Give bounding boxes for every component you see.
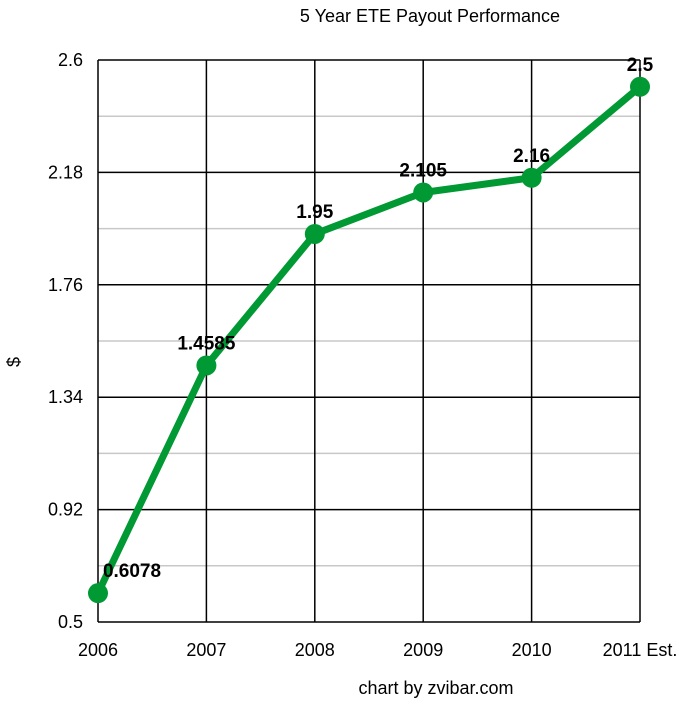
y-axis-label: $ [4, 357, 24, 367]
grid [97, 59, 641, 623]
data-point [196, 355, 217, 376]
x-tick-label: 2006 [78, 640, 118, 660]
data-label: 0.6078 [103, 561, 161, 582]
series [88, 76, 650, 604]
y-axis-ticks: 0.5 0.92 1.34 1.76 2.18 2.6 [48, 50, 83, 632]
x-tick-label: 2009 [403, 640, 443, 660]
chart-title: 5 Year ETE Payout Performance [300, 6, 560, 26]
x-tick-label: 2010 [512, 640, 552, 660]
data-point [88, 583, 108, 604]
data-point [413, 182, 434, 203]
y-tick-label: 1.34 [48, 387, 83, 407]
y-tick-label: 2.6 [58, 50, 83, 70]
y-tick-label: 0.5 [58, 612, 83, 632]
data-point [521, 167, 542, 188]
data-label: 2.5 [627, 55, 654, 76]
y-tick-label: 0.92 [48, 500, 83, 520]
x-tick-label: 2007 [186, 640, 226, 660]
data-label: 2.105 [399, 160, 447, 181]
chart-credit: chart by zvibar.com [358, 678, 513, 698]
x-axis-ticks: 2006 2007 2008 2009 2010 2011 Est. [78, 640, 677, 660]
data-point [630, 76, 650, 97]
x-tick-label: 2008 [295, 640, 335, 660]
data-point [304, 223, 325, 244]
y-tick-label: 2.18 [48, 162, 83, 182]
y-tick-label: 1.76 [48, 275, 83, 295]
x-tick-label: 2011 Est. [603, 640, 678, 660]
series-line [94, 83, 644, 597]
data-labels: 0.6078 1.4585 1.95 2.105 2.16 2.5 [103, 55, 654, 582]
data-label: 1.95 [296, 202, 333, 223]
data-label: 2.16 [513, 146, 550, 167]
data-label: 1.4585 [177, 333, 236, 354]
